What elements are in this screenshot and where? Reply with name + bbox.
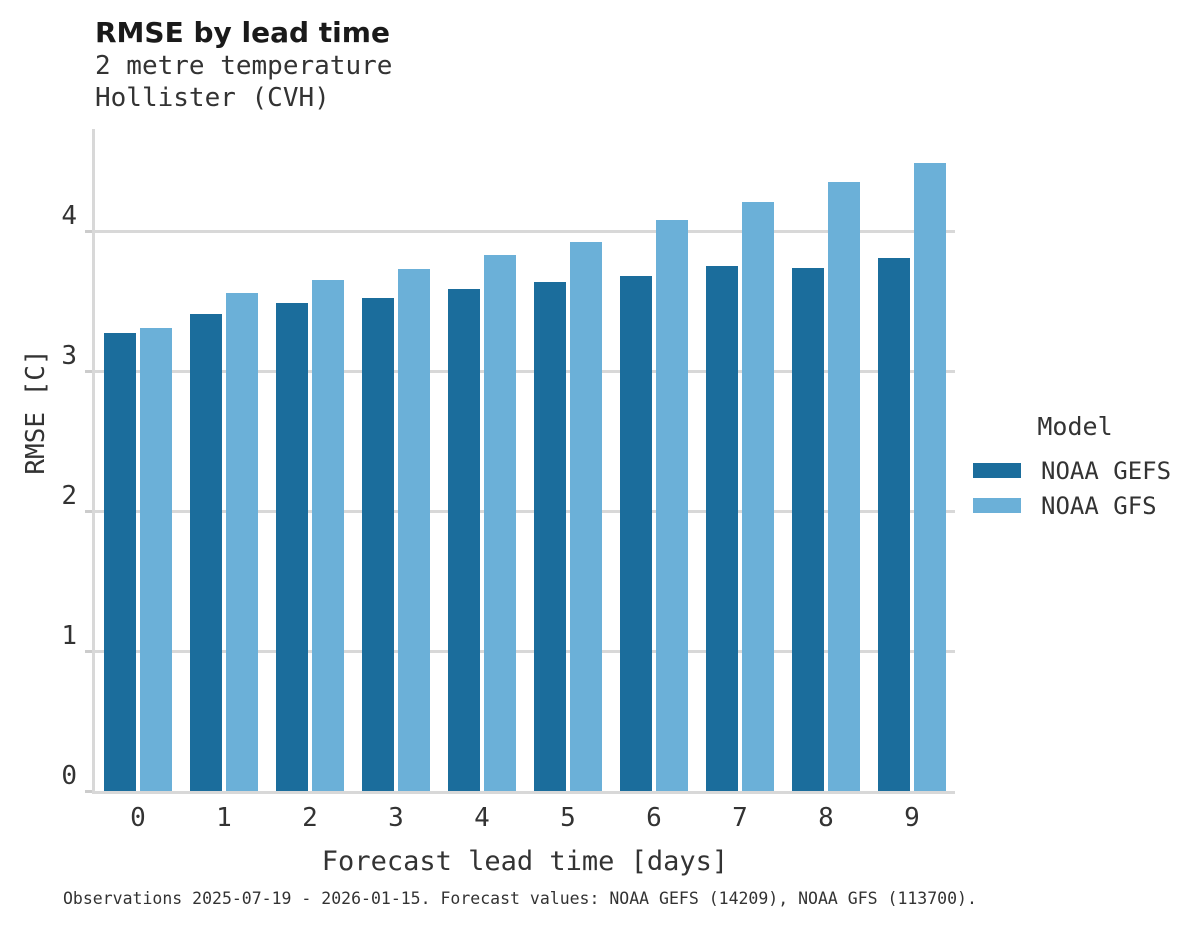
x-axis-title: Forecast lead time [days] [321, 846, 729, 877]
bar-noaa-gfs-lead-7 [742, 201, 774, 791]
bar-noaa-gefs-lead-4 [448, 288, 480, 791]
x-tick-label-0: 0 [130, 803, 146, 833]
gridline-y-1 [95, 649, 955, 653]
gridline-y-4 [95, 229, 955, 233]
bar-noaa-gefs-lead-7 [706, 266, 738, 791]
y-axis-tick-3 [85, 369, 92, 373]
gridline-y-3 [95, 369, 955, 373]
legend-label-gfs: NOAA GFS [1041, 491, 1157, 520]
bar-noaa-gefs-lead-5 [534, 281, 566, 791]
chart-subtitle-line-1: 2 metre temperature [95, 51, 393, 81]
gefs-color-swatch-icon [973, 463, 1021, 478]
bar-noaa-gefs-lead-3 [362, 298, 394, 791]
chart-title: RMSE by lead time [95, 16, 390, 49]
x-tick-label-8: 8 [818, 803, 834, 833]
x-tick-label-4: 4 [474, 803, 490, 833]
x-tick-label-7: 7 [732, 803, 748, 833]
x-tick-label-2: 2 [302, 803, 318, 833]
x-tick-label-6: 6 [646, 803, 662, 833]
footer-caption: Observations 2025-07-19 - 2026-01-15. Fo… [63, 889, 977, 908]
bar-noaa-gfs-lead-9 [914, 162, 946, 791]
y-tick-label-3: 3 [61, 340, 77, 371]
x-tick-label-3: 3 [388, 803, 404, 833]
y-axis-tick-4 [85, 229, 92, 233]
bar-noaa-gfs-lead-1 [226, 292, 258, 791]
x-tick-label-1: 1 [216, 803, 232, 833]
legend-item-gfs: NOAA GFS [973, 488, 1185, 523]
bar-noaa-gefs-lead-8 [792, 267, 824, 791]
bar-noaa-gefs-lead-0 [104, 333, 136, 791]
plot-area: 0 1 2 3 4 0 1 2 3 4 5 6 7 8 9 [61, 129, 955, 833]
legend-label-gefs: NOAA GEFS [1041, 456, 1172, 485]
gridline-y-2 [95, 509, 955, 513]
chart-subtitle-line-2: Hollister (CVH) [95, 83, 330, 113]
y-axis-title: RMSE [C] [21, 349, 51, 475]
bar-noaa-gefs-lead-9 [878, 257, 910, 791]
bar-noaa-gfs-lead-8 [828, 182, 860, 791]
bar-noaa-gfs-lead-6 [656, 219, 688, 791]
y-axis-tick-0 [85, 789, 92, 793]
y-tick-label-0: 0 [61, 760, 77, 791]
bar-noaa-gefs-lead-2 [276, 302, 308, 791]
gfs-color-swatch-icon [973, 498, 1021, 513]
y-axis-tick-2 [85, 509, 92, 513]
bar-noaa-gfs-lead-2 [312, 280, 344, 791]
bar-noaa-gfs-lead-0 [140, 327, 172, 791]
legend-item-gefs: NOAA GEFS [973, 453, 1185, 488]
bar-noaa-gfs-lead-3 [398, 268, 430, 791]
y-tick-label-2: 2 [61, 480, 77, 511]
bar-noaa-gfs-lead-5 [570, 242, 602, 791]
y-tick-label-1: 1 [61, 620, 77, 651]
bar-noaa-gefs-lead-1 [190, 313, 222, 791]
chart-header: RMSE by lead time 2 metre temperature Ho… [95, 16, 392, 114]
x-tick-label-9: 9 [904, 803, 920, 833]
bar-noaa-gfs-lead-4 [484, 254, 516, 791]
y-axis-tick-1 [85, 649, 92, 653]
y-tick-label-4: 4 [61, 200, 77, 231]
legend: Model NOAA GEFS NOAA GFS [973, 412, 1185, 523]
x-tick-label-5: 5 [560, 803, 576, 833]
legend-title: Model [1037, 412, 1113, 441]
bar-noaa-gefs-lead-6 [620, 275, 652, 791]
